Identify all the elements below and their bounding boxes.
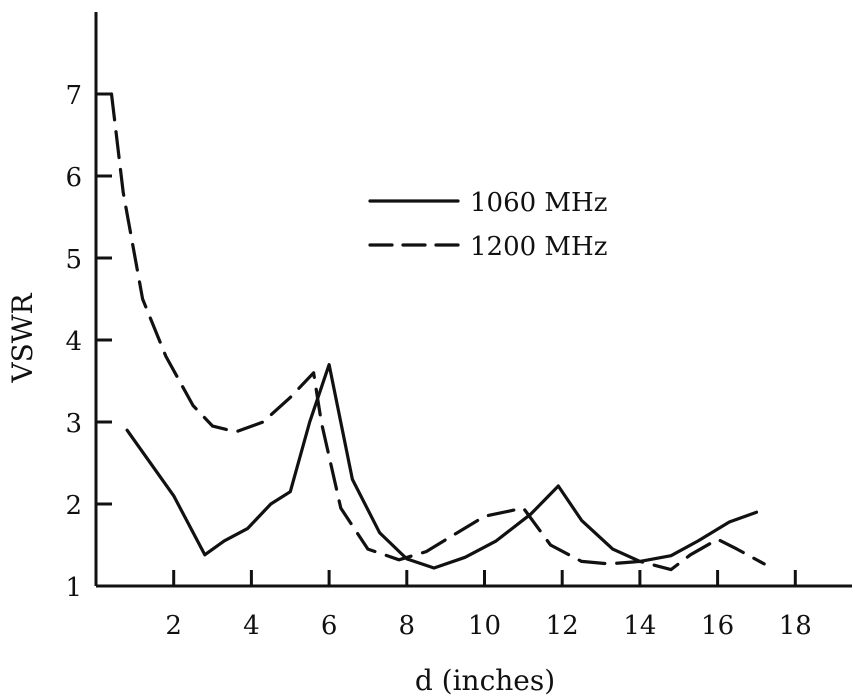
- x-tick-label: 14: [623, 611, 656, 641]
- x-tick-label: 12: [546, 611, 579, 641]
- legend-label: 1060 MHz: [470, 188, 607, 218]
- legend: 1060 MHz 1200 MHz: [368, 188, 607, 262]
- series-line-dashed: [109, 92, 766, 572]
- y-tick-label: 2: [65, 491, 82, 521]
- x-tick-label: 10: [468, 611, 501, 641]
- series-layer: [109, 92, 766, 572]
- y-tick-label: 1: [65, 573, 82, 603]
- y-tick-label: 5: [65, 245, 82, 275]
- x-tick-label: 2: [165, 611, 182, 641]
- y-tick-label: 4: [65, 327, 82, 357]
- y-ticks: 1 2 3 4 5 6 7: [65, 81, 112, 603]
- y-tick-label: 7: [65, 81, 82, 111]
- x-tick-label: 4: [243, 611, 260, 641]
- x-ticks: 2 4 6 8 10 12 14 16 18: [165, 570, 812, 641]
- legend-label: 1200 MHz: [470, 232, 607, 262]
- x-axis-label: d (inches): [415, 664, 555, 697]
- x-tick-label: 16: [701, 611, 734, 641]
- y-tick-label: 3: [65, 409, 82, 439]
- y-tick-label: 6: [65, 163, 82, 193]
- y-axis-label: VSWR: [6, 292, 39, 383]
- series-line-solid: [125, 363, 759, 570]
- x-tick-label: 8: [399, 611, 416, 641]
- x-tick-label: 18: [779, 611, 812, 641]
- x-tick-label: 6: [321, 611, 338, 641]
- axes: [94, 12, 852, 588]
